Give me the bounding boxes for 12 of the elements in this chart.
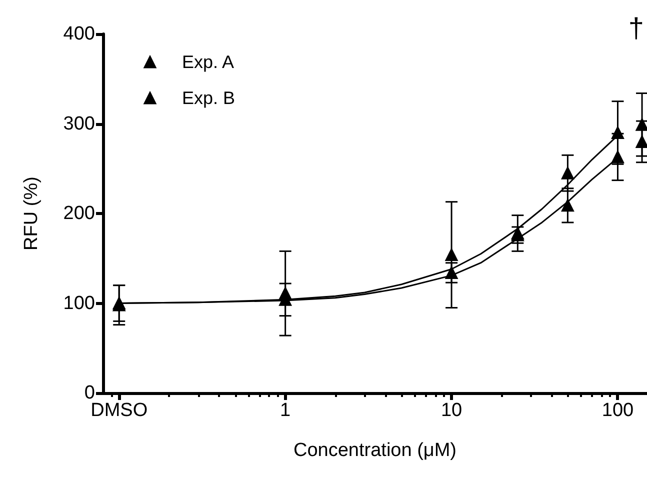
y-tick-label: 200 (63, 203, 95, 224)
legend-label: Exp. A (182, 52, 234, 72)
x-axis-title: Concentration (μM) (293, 440, 457, 461)
x-tick-label: 100 (602, 400, 634, 421)
legend-label: Exp. B (182, 88, 236, 108)
y-tick-label: 300 (63, 113, 95, 134)
annotation: † (628, 12, 644, 44)
x-tick-label: 10 (440, 400, 462, 421)
x-tick-label: 1 (280, 400, 291, 421)
y-tick-label: 400 (63, 24, 95, 44)
y-tick-label: 100 (63, 292, 95, 314)
y-axis-title: RFU (%) (21, 176, 42, 250)
